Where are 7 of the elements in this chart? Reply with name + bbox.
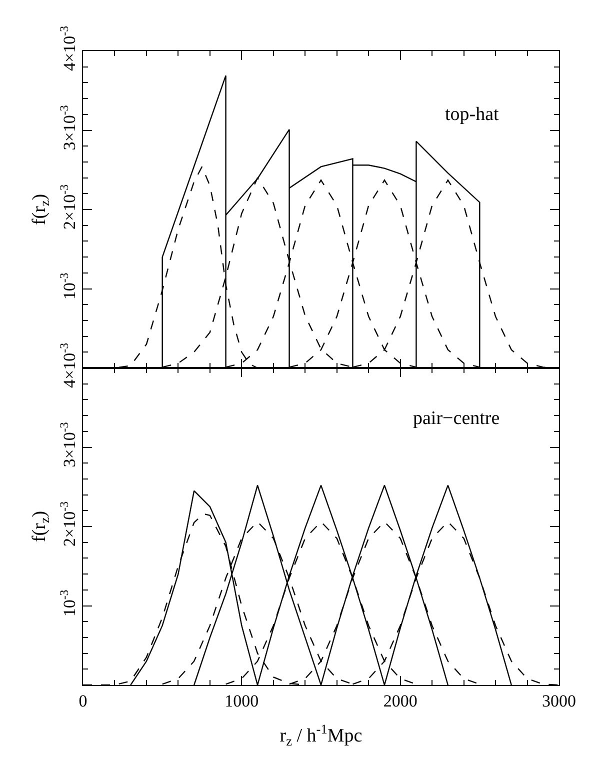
x-tick-label: 0: [78, 692, 88, 710]
annotation: pair−centre: [413, 408, 500, 429]
x-tick-label: 2000: [383, 692, 418, 710]
x-tick-label: 3000: [542, 692, 576, 710]
x-axis-title: r$_{z}$ / h$^{-1}$Mpc: [280, 721, 362, 748]
annotation: top-hat: [445, 104, 500, 125]
x-tick-label: 1000: [224, 692, 259, 710]
